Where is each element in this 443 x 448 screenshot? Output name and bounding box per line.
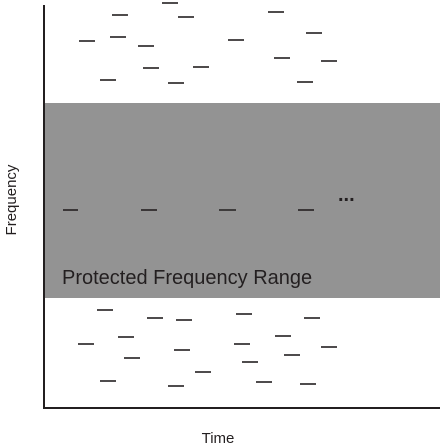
band-label: Protected Frequency Range [62, 267, 312, 289]
protected-band [44, 103, 440, 298]
x-axis-label: Time [202, 430, 235, 447]
ellipsis: ... [338, 184, 355, 206]
y-axis-label: Frequency [3, 164, 20, 235]
signal-dashes [63, 2, 337, 387]
